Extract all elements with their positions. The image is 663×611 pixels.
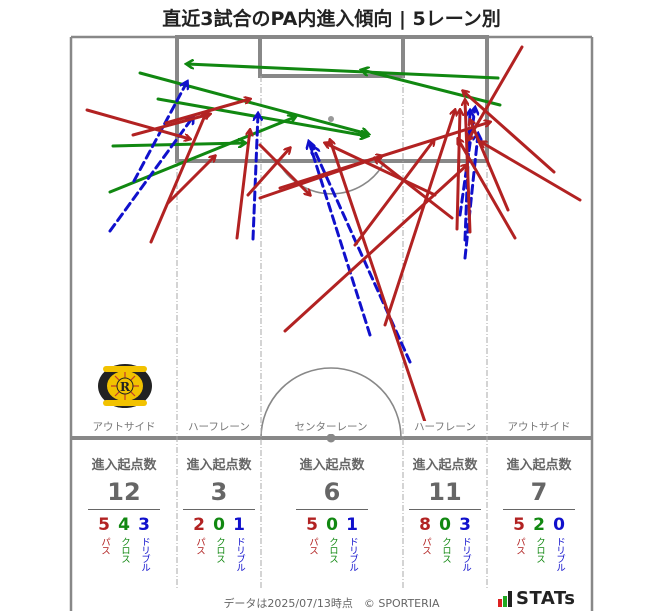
panel-heading: 進入起点数 [91,458,157,473]
pass-arrow [235,130,250,240]
pass-arrow [463,91,556,174]
data-date-footer: データは2025/07/13時点 © SPORTERIA [223,597,440,610]
total-count: 11 [428,478,462,506]
pass-label: パス [420,537,431,554]
club-logo: R [98,364,152,408]
lane-label-halfspace-right: ハーフレーン [408,421,482,434]
lane-stats-halfspace-left: 進入起点数 3 2 パス 0 クロス 1 ドリブル [177,446,261,571]
cross-count: 2 [533,515,545,535]
cross-count: 0 [439,515,451,535]
cross-arrow [187,64,500,80]
cross-arrow [108,117,295,194]
svg-text:R: R [120,380,131,394]
pass-arrow [283,165,467,333]
panel-heading: 進入起点数 [506,458,572,473]
pass-arrow [458,139,517,240]
pass-arrow [166,156,215,205]
total-count: 7 [530,478,548,506]
dribble-arrow [463,134,478,260]
cross-count: 0 [213,515,225,535]
bar-chart-icon [498,590,512,607]
cross-count: 0 [326,515,338,535]
pass-count: 5 [513,515,525,535]
pass-arrow [330,140,427,424]
pass-count: 5 [98,515,110,535]
pass-arrow [375,158,454,220]
lane-stats-outside-right: 進入起点数 7 5 パス 2 クロス 0 ドリブル [491,446,587,571]
total-count: 3 [210,478,228,506]
cross-arrow [138,71,368,134]
chart-title: 直近3試合のPA内進入傾向 | 5レーン別 [162,8,501,30]
cross-count: 4 [118,515,130,535]
pass-arrow [481,142,582,202]
total-count: 6 [323,478,341,506]
total-count: 12 [107,478,141,506]
cross-label: クロス [327,537,338,563]
dribble-label: ドリブル [554,537,565,571]
cross-label: クロス [440,537,451,563]
lane-stats-halfspace-right: 進入起点数 11 8 パス 0 クロス 3 ドリブル [403,446,487,571]
pass-label: パス [514,537,525,554]
panel-heading: 進入起点数 [186,458,252,473]
cross-arrow [362,70,502,107]
panel-heading: 進入起点数 [299,458,365,473]
pass-arrow [325,143,437,197]
lane-dividers [176,76,488,590]
brand-name: STATs [516,588,576,609]
dribble-label: ドリブル [139,537,150,571]
dribble-arrow [251,114,258,241]
pass-label: パス [99,537,110,554]
stats-brand-logo: STATs [498,588,575,609]
pass-arrow [455,110,460,231]
pass-arrow [258,143,310,195]
lane-stats-center: 進入起点数 6 5 パス 0 クロス 1 ドリブル [261,446,403,571]
entry-arrows [85,45,582,424]
cross-label: クロス [119,537,130,563]
pass-arrow [131,114,210,137]
pass-arrow [468,45,524,140]
pass-count: 2 [193,515,205,535]
lane-stats-outside-left: 進入起点数 12 5 パス 4 クロス 3 ドリブル [78,446,170,571]
pass-label: パス [307,537,318,554]
pass-label: パス [194,537,205,554]
pass-arrow [353,140,434,247]
dribble-label: ドリブル [460,537,471,571]
dribble-count: 3 [459,515,471,535]
dribble-count: 0 [553,515,565,535]
lane-label-halfspace-left: ハーフレーン [182,421,256,434]
cross-label: クロス [214,537,225,563]
pass-arrow [465,100,472,234]
lane-label-outside-left: アウトサイド [84,421,164,434]
pass-arrow [246,148,290,197]
dribble-label: ドリブル [234,537,245,571]
pass-count: 8 [419,515,431,535]
pass-arrow [470,120,510,212]
pass-count: 5 [306,515,318,535]
dribble-label: ドリブル [347,537,358,571]
panel-heading: 進入起点数 [412,458,478,473]
pass-arrow [149,113,206,244]
dribble-count: 1 [346,515,358,535]
lane-label-center: センターレーン [282,421,380,434]
cross-label: クロス [534,537,545,563]
pass-arrow [383,110,455,327]
cross-arrow [111,143,245,146]
lane-label-outside-right: アウトサイド [499,421,579,434]
pass-arrow [85,108,190,139]
dribble-count: 1 [233,515,245,535]
pass-arrow [278,122,490,190]
pitch-frame [69,35,594,611]
dribble-count: 3 [138,515,150,535]
